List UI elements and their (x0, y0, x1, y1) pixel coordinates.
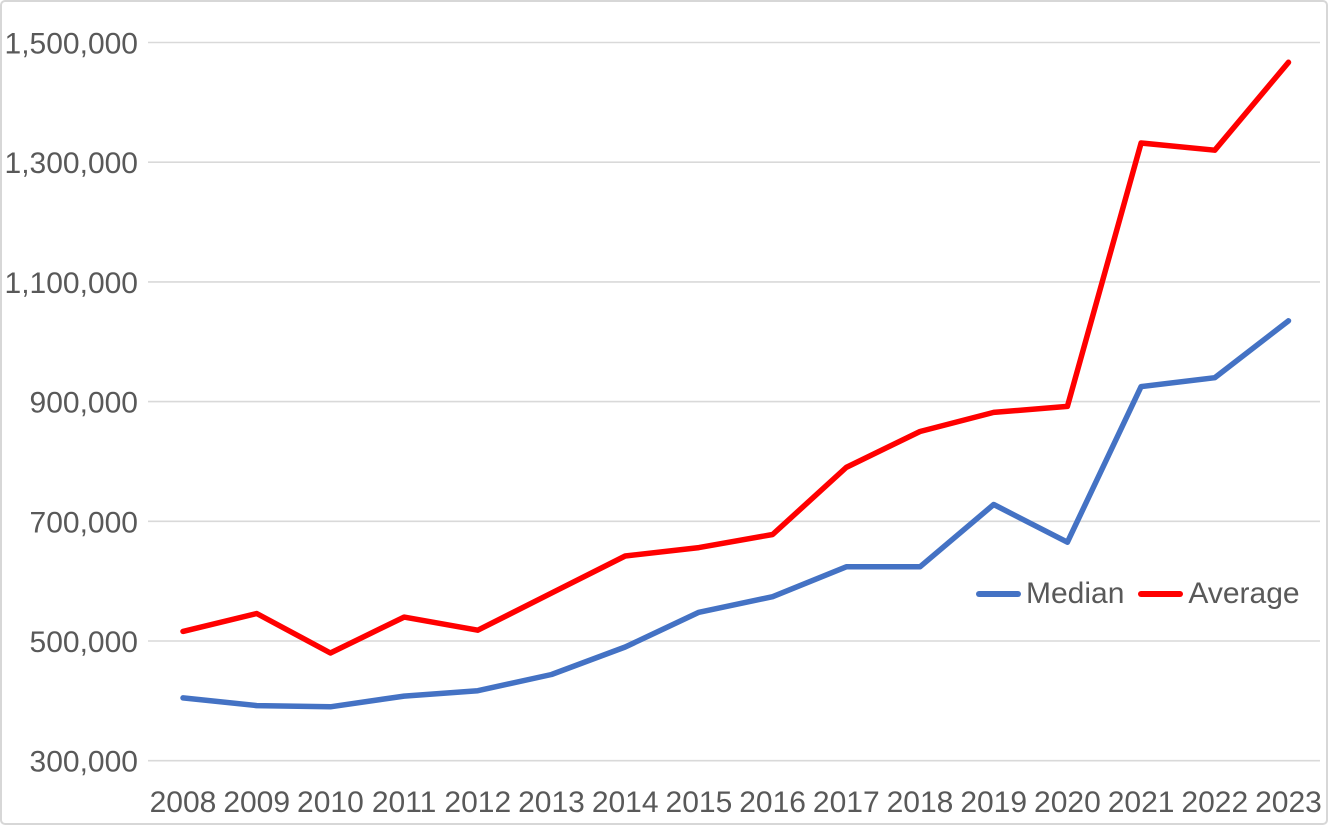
average-line-swatch-icon (1138, 591, 1184, 597)
y-axis-tick-label: 900,000 (30, 387, 138, 420)
chart-legend: Median Average (976, 574, 1300, 614)
y-axis-tick-label: 300,000 (30, 746, 138, 779)
y-axis-tick-label: 500,000 (30, 626, 138, 659)
x-axis-tick-label: 2014 (592, 786, 659, 819)
series-line-median (180, 318, 1292, 710)
x-axis-tick-label: 2016 (739, 786, 806, 819)
x-axis-tick-label: 2015 (666, 786, 733, 819)
y-axis-tick-label: 700,000 (30, 506, 138, 539)
x-axis-tick-label: 2021 (1108, 786, 1175, 819)
y-axis-tick-label: 1,300,000 (5, 147, 138, 180)
x-axis-tick-label: 2013 (518, 786, 585, 819)
x-axis-tick-label: 2018 (887, 786, 954, 819)
x-axis-tick-label: 2011 (372, 786, 437, 819)
x-axis-tick-label: 2009 (223, 786, 290, 819)
x-axis-tick-label: 2017 (813, 786, 880, 819)
legend-item-average: Average (1138, 577, 1300, 611)
x-axis-tick-label: 2010 (297, 786, 364, 819)
x-axis-tick-label: 2012 (444, 786, 511, 819)
legend-label-median: Median (1026, 577, 1125, 610)
x-axis-tick-label: 2022 (1181, 786, 1248, 819)
x-axis-tick-label: 2008 (150, 786, 217, 819)
legend-label-average: Average (1188, 577, 1300, 610)
median-line-swatch-icon (976, 591, 1021, 597)
y-axis-tick-label: 1,500,000 (5, 28, 138, 61)
y-axis-tick-label: 1,100,000 (5, 267, 138, 300)
x-axis-tick-label: 2023 (1255, 786, 1322, 819)
x-axis-tick-label: 2019 (960, 786, 1027, 819)
legend-item-median: Median (976, 577, 1124, 611)
x-axis-tick-label: 2020 (1034, 786, 1101, 819)
series-line-average (180, 59, 1292, 656)
